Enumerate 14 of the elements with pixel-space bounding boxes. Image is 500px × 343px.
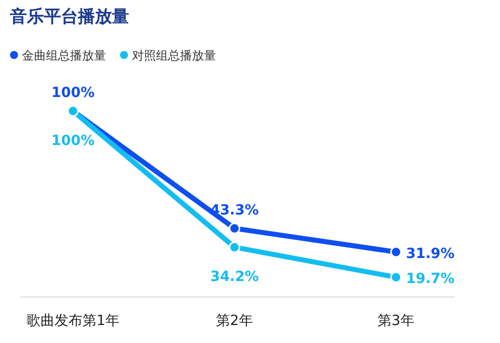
point bbox=[228, 222, 240, 234]
data-label: 100% bbox=[51, 85, 95, 101]
point bbox=[228, 241, 240, 253]
x-tick-label: 第3年 bbox=[378, 313, 414, 329]
data-label: 19.7% bbox=[406, 271, 455, 288]
legend-label: 金曲组总播放量 bbox=[22, 48, 106, 62]
x-tick-label: 第2年 bbox=[216, 313, 253, 329]
legend-label: 对照组总播放量 bbox=[132, 48, 216, 62]
chart-title: 音乐平台播放量 bbox=[9, 7, 129, 27]
data-label: 34.2% bbox=[210, 269, 259, 286]
x-tick-label: 歌曲发布第1年 bbox=[26, 313, 120, 329]
data-label: 100% bbox=[51, 133, 95, 149]
point bbox=[390, 246, 402, 258]
data-label: 31.9% bbox=[406, 246, 455, 262]
